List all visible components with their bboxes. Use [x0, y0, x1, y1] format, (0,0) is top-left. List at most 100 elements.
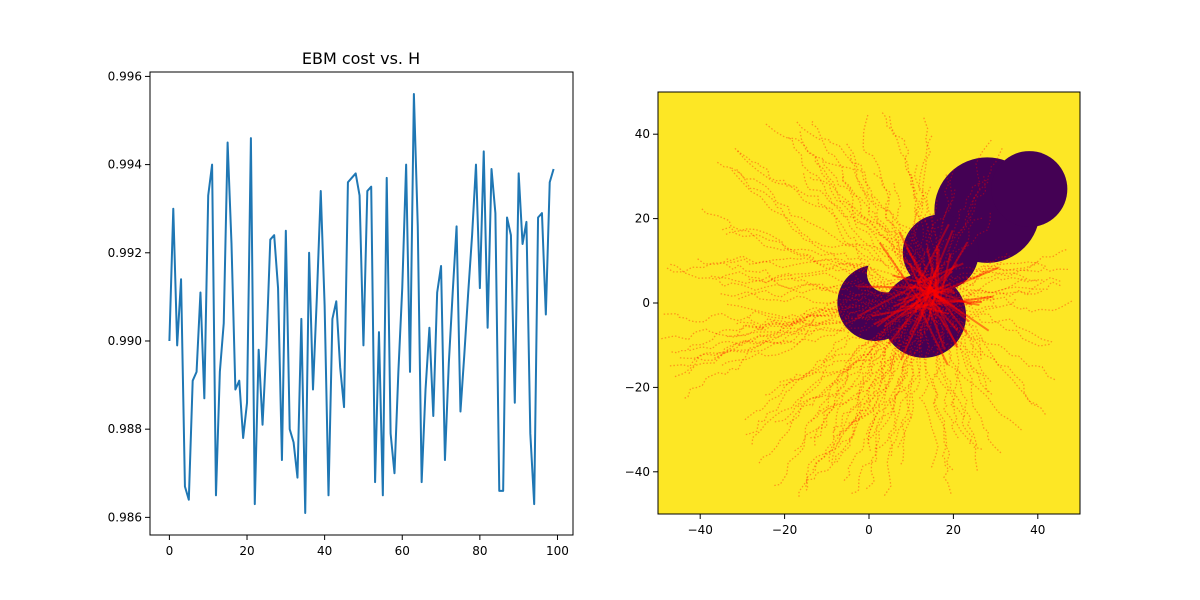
- trajectory-core: [876, 289, 925, 328]
- trajectory-core: [927, 306, 946, 351]
- trajectory-core: [920, 284, 973, 306]
- trajectory-line: [689, 292, 877, 352]
- trajectory-core: [924, 266, 999, 300]
- trajectory-line: [925, 297, 1022, 431]
- trajectory-line: [908, 173, 931, 283]
- trajectory-line: [814, 157, 922, 288]
- y-tick-label: 0: [642, 296, 650, 310]
- trajectory-line: [893, 182, 930, 292]
- trajectory-line: [751, 315, 903, 445]
- trajectory-line: [928, 304, 982, 360]
- trajectory-core: [926, 248, 939, 288]
- trajectory-line: [938, 298, 1038, 406]
- trajectory-line: [745, 319, 902, 436]
- trajectory-core: [899, 303, 929, 308]
- trajectory-line: [725, 230, 920, 289]
- trajectory-core: [915, 223, 950, 288]
- trajectory-core: [927, 287, 964, 315]
- x-tick-label: 80: [472, 544, 487, 558]
- trajectory-line: [938, 299, 993, 395]
- x-tick-label: 0: [166, 544, 174, 558]
- trajectory-line: [836, 293, 923, 463]
- trajectory-line: [674, 307, 891, 378]
- trajectory-line: [933, 139, 992, 286]
- trajectory-line: [931, 299, 973, 445]
- trajectory-line: [933, 303, 965, 418]
- trajectory-core: [938, 253, 952, 305]
- left-ticks: 0 20 40 60 80 100 0.986 0.988 0.990 0.992 0.994 0.9…: [108, 69, 569, 558]
- trajectory-line: [922, 299, 952, 494]
- trajectory-core: [898, 231, 927, 286]
- trajectory-line: [918, 301, 939, 468]
- obstacle-hole: [866, 254, 905, 293]
- trajectory-core: [920, 283, 951, 297]
- trajectory-line: [810, 296, 921, 439]
- trajectory-core: [901, 301, 932, 318]
- trajectory-line: [933, 281, 1061, 303]
- trajectory-line: [936, 291, 1050, 347]
- trajectory-core: [932, 295, 994, 306]
- trajectory-core: [884, 288, 937, 328]
- trajectory-core: [899, 293, 933, 361]
- trajectory-line: [727, 295, 921, 320]
- trajectory-core: [856, 284, 917, 318]
- trajectory-line: [933, 286, 997, 312]
- trajectory-line: [809, 176, 924, 285]
- trajectory-line: [934, 176, 987, 287]
- trajectory-core: [878, 242, 923, 305]
- trajectory-line: [779, 296, 920, 383]
- trajectory-line: [930, 293, 995, 308]
- trajectory-line: [663, 310, 863, 323]
- y-tick-label: 0.990: [108, 334, 142, 348]
- trajectory-core: [909, 301, 928, 334]
- trajectory-line: [862, 114, 925, 296]
- trajectory-line: [925, 189, 956, 289]
- trajectory-line: [810, 120, 929, 291]
- trajectory-line: [736, 150, 905, 281]
- left-series: [168, 93, 555, 514]
- trajectory-line: [935, 261, 1038, 295]
- trajectory-line: [932, 248, 1067, 291]
- x-tick-label: −20: [772, 523, 797, 537]
- trajectory-line: [688, 312, 890, 374]
- trajectory-line: [796, 121, 914, 278]
- trajectory-line: [822, 159, 931, 293]
- trajectory-line: [846, 143, 927, 288]
- trajectory-core: [915, 301, 949, 366]
- trajectory-line: [679, 308, 893, 360]
- trajectory-line: [927, 301, 954, 471]
- y-tick-label: 40: [635, 127, 650, 141]
- obstacle: [991, 151, 1068, 228]
- trajectory-line: [666, 262, 883, 298]
- trajectory-line: [734, 147, 882, 262]
- trajectory-line: [738, 282, 921, 300]
- trajectory-core: [873, 295, 931, 326]
- trajectory-line: [671, 317, 815, 354]
- trajectory-line: [924, 174, 950, 287]
- trajectory-line: [912, 135, 933, 290]
- trajectory-line: [881, 112, 933, 285]
- trajectory-line: [938, 289, 995, 304]
- trajectory-line: [719, 281, 924, 298]
- trajectory-core: [888, 290, 933, 345]
- trajectory-core: [924, 299, 982, 304]
- trajectory-core: [933, 294, 946, 302]
- trajectory-line: [865, 303, 927, 490]
- trajectory-line: [932, 271, 1038, 295]
- trajectory-line: [923, 200, 938, 283]
- trajectory-line: [865, 305, 932, 435]
- trajectory-line: [940, 255, 1010, 293]
- trajectory-core: [927, 267, 934, 296]
- trajectory-core: [892, 292, 930, 308]
- trajectory-line: [913, 164, 934, 286]
- y-tick-label: −20: [625, 380, 650, 394]
- x-tick-label: 0: [865, 523, 873, 537]
- trajectory-core: [927, 285, 954, 292]
- trajectory-core: [928, 284, 968, 335]
- trajectory-line: [765, 123, 921, 282]
- trajectory-line: [821, 304, 923, 415]
- trajectory-line: [939, 290, 1043, 303]
- trajectory-line: [897, 302, 924, 448]
- trajectory-line: [833, 300, 931, 432]
- trajectory-line: [927, 300, 1002, 454]
